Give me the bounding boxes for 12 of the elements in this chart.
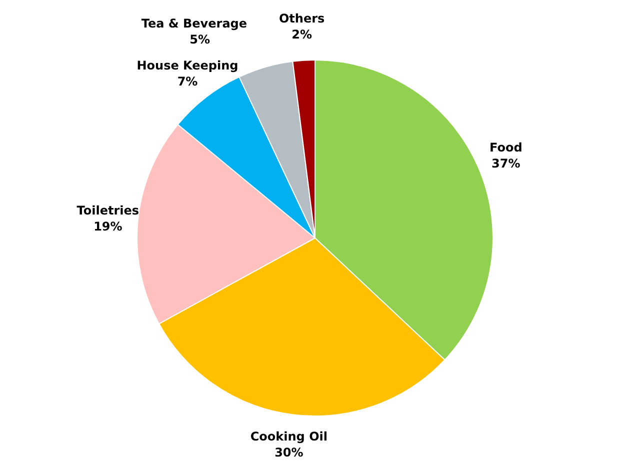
data-label: 37% <box>492 156 520 170</box>
slice-label: Food <box>489 140 522 154</box>
slice-label: Cooking Oil <box>250 429 328 444</box>
data-label: 19% <box>94 219 122 234</box>
data-label: 7% <box>177 74 198 89</box>
slice-label: Others <box>278 11 325 26</box>
data-label: 5% <box>190 32 210 47</box>
slice-label: Tea & Beverage <box>141 16 248 31</box>
data-label: 2% <box>292 27 312 42</box>
slice-label: Toiletries <box>76 203 140 218</box>
data-label: 30% <box>274 445 304 460</box>
slice-label: House Keeping <box>136 58 238 73</box>
